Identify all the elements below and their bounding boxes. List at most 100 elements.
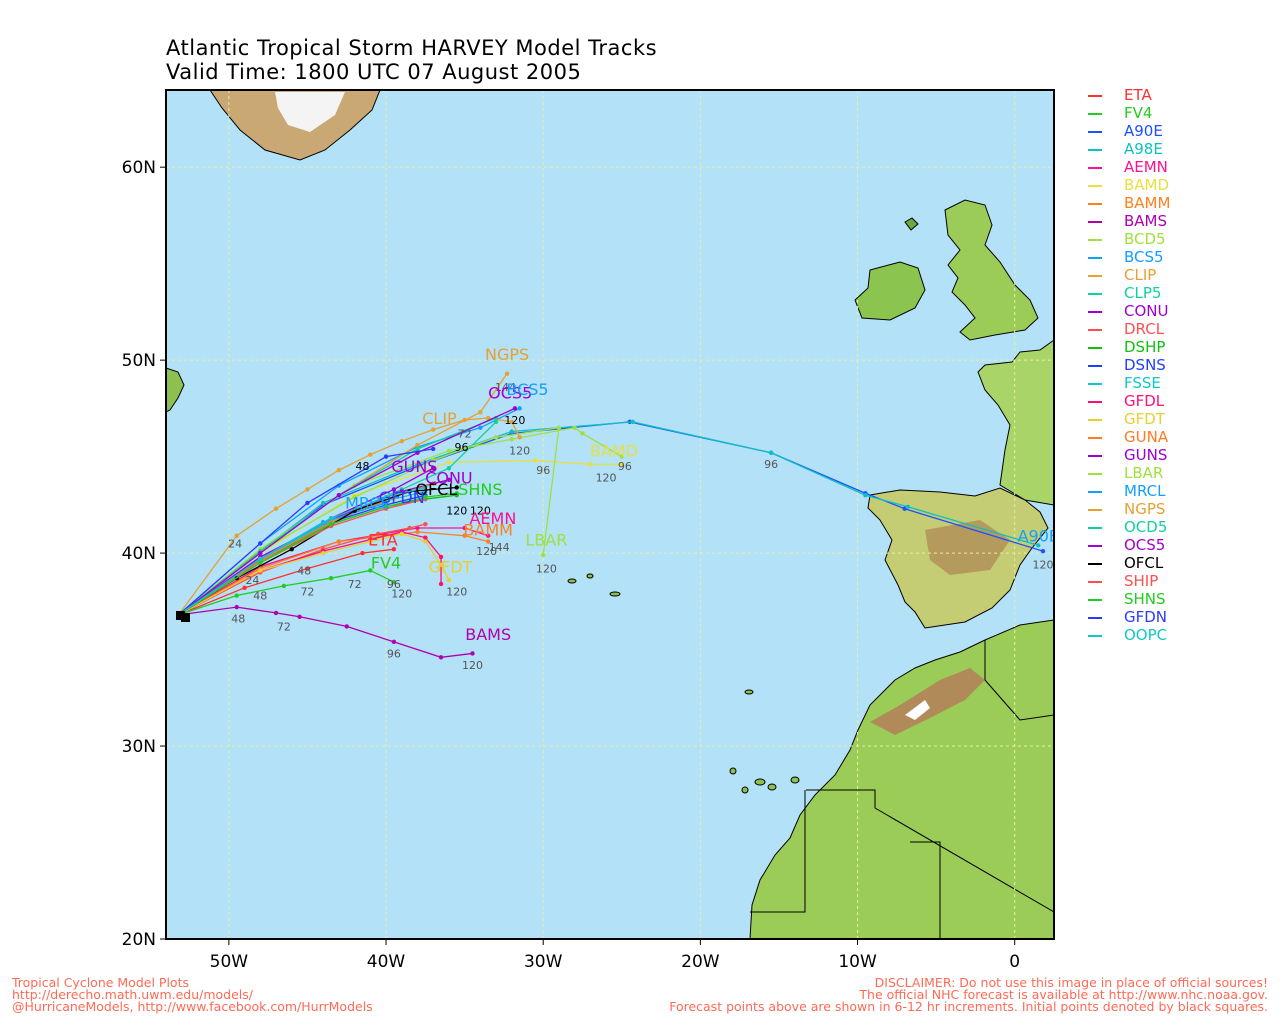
track-point — [273, 610, 279, 616]
track-point — [588, 462, 593, 467]
legend-label: BAMM — [1124, 194, 1171, 212]
track-point — [493, 435, 499, 440]
footer-left: Tropical Cyclone Model Plots http://dere… — [12, 976, 373, 1014]
legend-label: DSNS — [1124, 356, 1166, 374]
track-point — [1040, 548, 1046, 554]
hour-label: 120 — [509, 445, 530, 458]
legend-label: BAMD — [1124, 176, 1170, 194]
legend-label: GFDT — [1124, 410, 1165, 428]
legend-label: SHNS — [1124, 590, 1166, 608]
legend-label: CONU — [1124, 302, 1169, 320]
valid-time: Valid Time: 1800 UTC 07 August 2005 — [166, 60, 582, 84]
track-point — [415, 529, 420, 535]
track-point — [438, 562, 444, 567]
disclaimer-line: Forecast points above are shown in 6-12 … — [669, 999, 1268, 1014]
legend-label: BCD5 — [1124, 230, 1166, 248]
track-gfdn — [178, 446, 436, 616]
legend-swatch — [1088, 616, 1102, 619]
legend-label: OCD5 — [1124, 518, 1168, 536]
legend-item-clip: CLIP — [1088, 266, 1170, 284]
track-point — [368, 539, 373, 544]
track-point — [258, 550, 263, 556]
track-point — [438, 655, 444, 660]
legend-swatch — [1088, 526, 1102, 529]
track-point — [478, 410, 483, 415]
legend-label: LBAR — [1124, 464, 1164, 482]
model-label-bamm: BAMM — [463, 521, 513, 540]
track-point — [485, 539, 491, 544]
footer-url[interactable]: http://derecho.math.uwm.edu/models/ — [12, 987, 254, 1002]
track-point — [305, 500, 310, 506]
track-point — [234, 593, 239, 598]
track-point — [328, 521, 334, 527]
track-point — [768, 450, 774, 455]
track-point — [273, 506, 279, 511]
legend-swatch — [1088, 472, 1102, 475]
hour-label: 120 — [462, 659, 483, 672]
track-gfdt — [178, 531, 452, 616]
legend-label: CLP5 — [1124, 284, 1162, 302]
hour-label: 120 — [536, 562, 557, 575]
legend-item-gfdn: GFDN — [1088, 608, 1170, 626]
lat-tick-label: 50N — [122, 351, 156, 371]
model-label-fv4: FV4 — [371, 554, 401, 573]
legend-item-lbar: LBAR — [1088, 464, 1170, 482]
track-point — [258, 560, 263, 565]
track-point — [430, 481, 436, 486]
legend-item-ofcl: OFCL — [1088, 554, 1170, 572]
legend-swatch — [1088, 166, 1102, 169]
track-point — [399, 438, 404, 444]
newfoundland-land — [166, 367, 185, 413]
lon-tick-label: 40W — [367, 952, 406, 972]
legend-item-gfdt: GFDT — [1088, 410, 1170, 428]
legend-item-bams: BAMS — [1088, 212, 1170, 230]
legend-swatch — [1088, 364, 1102, 367]
model-label-ngps: NGPS — [485, 345, 529, 364]
legend-swatch — [1088, 202, 1102, 205]
track-point — [517, 406, 522, 411]
azores-islands — [567, 573, 754, 695]
legend-swatch — [1088, 436, 1102, 439]
legend-swatch — [1088, 184, 1102, 187]
track-point — [234, 604, 239, 610]
track-point — [430, 427, 436, 432]
legend-swatch — [1088, 598, 1102, 601]
track-point — [446, 465, 452, 471]
legend-item-bamd: BAMD — [1088, 176, 1170, 194]
track-point — [533, 458, 538, 463]
legend-swatch — [1088, 508, 1102, 511]
track-point — [509, 437, 514, 442]
legend-swatch — [1088, 310, 1102, 313]
lon-tick-label: 20W — [681, 952, 720, 972]
legend-item-eta: ETA — [1088, 86, 1170, 104]
initial-point-marker — [176, 611, 185, 620]
legend-label: GUNA — [1124, 428, 1169, 446]
hour-label: 96 — [454, 441, 468, 454]
track-point — [1036, 543, 1041, 548]
footer-social[interactable]: @HurricaneModels, http://www.facebook.co… — [12, 999, 373, 1014]
legend-item-clp5: CLP5 — [1088, 284, 1170, 302]
track-point — [462, 525, 467, 531]
track-point — [630, 419, 635, 425]
track-bamm — [178, 529, 491, 616]
model-label-aemn: AEMN — [469, 509, 516, 528]
disclaimer-line: DISCLAIMER: Do not use this image in pla… — [874, 975, 1268, 990]
track-point — [504, 371, 510, 376]
legend-label: A98E — [1124, 140, 1163, 158]
track-point — [454, 485, 459, 490]
hour-label: 24 — [228, 537, 242, 550]
legend-item-conu: CONU — [1088, 302, 1170, 320]
legend-label: FV4 — [1124, 104, 1153, 122]
track-point — [619, 462, 624, 467]
track-point — [399, 531, 404, 536]
legend-swatch — [1088, 292, 1102, 295]
legend-label: OOPC — [1124, 626, 1168, 644]
track-point — [454, 491, 459, 496]
africa-land — [749, 619, 1054, 939]
greenland-ice — [275, 92, 345, 132]
track-point — [258, 556, 263, 562]
legend-item-bcd5: BCD5 — [1088, 230, 1170, 248]
track-point — [383, 494, 389, 500]
legend-label: OFCL — [1124, 554, 1164, 572]
